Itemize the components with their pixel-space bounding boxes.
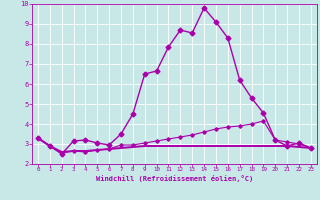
X-axis label: Windchill (Refroidissement éolien,°C): Windchill (Refroidissement éolien,°C) xyxy=(96,175,253,182)
